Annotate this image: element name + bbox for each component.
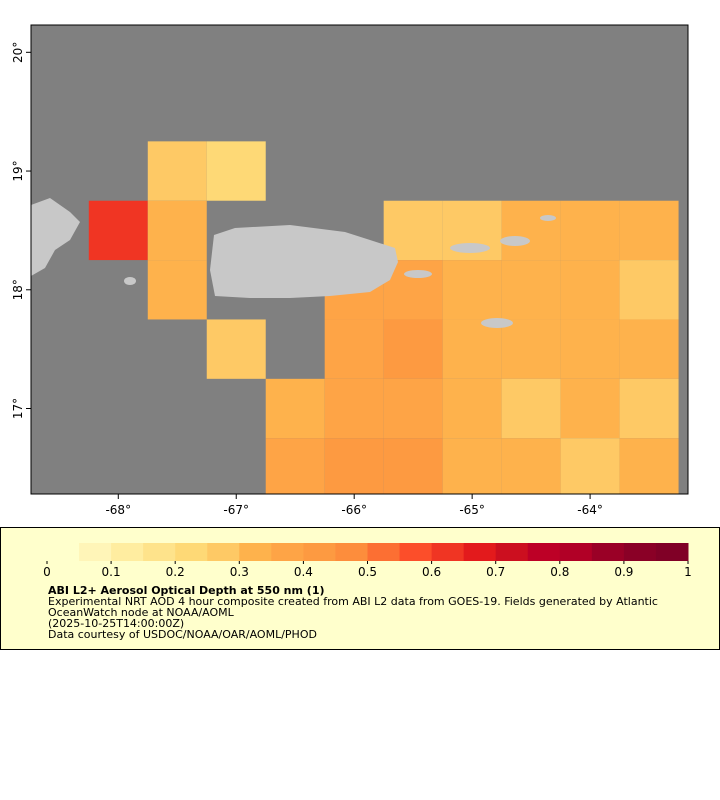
aod-cell — [560, 200, 620, 261]
aod-cell — [442, 378, 502, 439]
aod-cell — [265, 378, 325, 439]
colorbar-tick-label: 0.3 — [230, 565, 249, 579]
caption-line: Experimental NRT AOD 4 hour composite cr… — [48, 595, 658, 608]
island — [540, 215, 556, 221]
aod-cell — [324, 319, 384, 379]
aod-cell — [324, 438, 384, 494]
aod-cell — [442, 260, 502, 320]
aod-field — [88, 141, 679, 494]
island — [404, 270, 432, 278]
colorbar-swatch — [111, 543, 144, 561]
aod-cell — [206, 319, 266, 379]
island — [450, 243, 490, 253]
aod-cell — [147, 141, 207, 201]
colorbar-tick-label: 0.1 — [102, 565, 121, 579]
aod-cell — [619, 200, 679, 261]
land — [31, 198, 556, 328]
aod-cell — [501, 438, 561, 494]
x-tick-label: -68° — [105, 503, 131, 517]
aod-cell — [265, 438, 325, 494]
aod-cell — [619, 319, 679, 379]
colorbar-tick-label: 0.4 — [294, 565, 313, 579]
aod-cell — [383, 319, 443, 379]
colorbar-swatch — [303, 543, 336, 561]
colorbar-tick-label: 0.2 — [166, 565, 185, 579]
aod-cell — [324, 378, 384, 439]
colorbar-swatch — [591, 543, 625, 561]
aod-cell — [501, 378, 561, 439]
aod-cell — [442, 438, 502, 494]
aod-cell — [619, 438, 679, 494]
colorbar-swatch — [655, 543, 689, 561]
aod-cell — [383, 378, 443, 439]
colorbar-swatch — [559, 543, 593, 561]
y-tick-label: 20° — [11, 42, 25, 63]
colorbar-tick-label: 0.9 — [614, 565, 633, 579]
colorbar-swatch — [79, 543, 112, 561]
colorbar-swatch — [207, 543, 240, 561]
aod-cell — [560, 378, 620, 439]
aod-cell — [147, 200, 207, 261]
y-tick-label: 19° — [11, 160, 25, 181]
map-frame — [30, 24, 689, 495]
colorbar-tick-label: 0 — [43, 565, 51, 579]
aod-cell — [619, 260, 679, 320]
colorbar-swatch — [527, 543, 561, 561]
colorbar-swatch — [271, 543, 304, 561]
aod-cell — [560, 319, 620, 379]
aod-cell — [442, 319, 502, 379]
mona-island — [124, 277, 136, 285]
colorbar-swatch — [431, 543, 465, 561]
y-tick-label: 18° — [11, 279, 25, 300]
caption-line: Data courtesy of USDOC/NOAA/OAR/AOML/PHO… — [48, 628, 317, 641]
colorbar-swatch — [143, 543, 176, 561]
hispaniola — [31, 198, 80, 276]
aod-cell — [88, 200, 148, 261]
caption-line: OceanWatch node at NOAA/AOML — [48, 606, 235, 619]
aod-cell — [560, 260, 620, 320]
aod-cell — [619, 378, 679, 439]
x-tick-label: -67° — [223, 503, 249, 517]
colorbar: 0 0.1 0.2 0.3 0.4 0.5 0.6 0.7 0.8 0.9 1 — [43, 543, 692, 579]
colorbar-tick-label: 0.6 — [422, 565, 441, 579]
colorbar-swatch — [495, 543, 529, 561]
aod-cell — [147, 260, 207, 320]
aod-cell — [560, 438, 620, 494]
colorbar-swatch — [623, 543, 657, 561]
aod-cell — [501, 260, 561, 320]
colorbar-tick-label: 0.5 — [358, 565, 377, 579]
colorbar-swatch — [239, 543, 272, 561]
y-tick-label: 17° — [11, 398, 25, 419]
aod-cell — [383, 438, 443, 494]
aod-cell — [206, 141, 266, 201]
caption-line: (2025-10-25T14:00:00Z) — [48, 617, 184, 630]
colorbar-swatch — [463, 543, 497, 561]
aod-cell — [501, 200, 561, 261]
colorbar-tick-label: 0.7 — [486, 565, 505, 579]
colorbar-swatch — [47, 543, 80, 561]
colorbar-swatch — [175, 543, 208, 561]
colorbar-tick-label: 0.8 — [550, 565, 569, 579]
x-tick-label: -66° — [341, 503, 367, 517]
island — [500, 236, 530, 246]
colorbar-swatch — [367, 543, 401, 561]
aod-cell — [501, 319, 561, 379]
colorbar-tick-label: 1 — [684, 565, 692, 579]
caption-title: ABI L2+ Aerosol Optical Depth at 550 nm … — [48, 584, 325, 597]
puerto-rico — [210, 225, 398, 298]
colorbar-swatch — [399, 543, 433, 561]
colorbar-swatch — [335, 543, 368, 561]
x-tick-label: -64° — [577, 503, 603, 517]
island — [481, 318, 513, 328]
x-tick-label: -65° — [459, 503, 485, 517]
